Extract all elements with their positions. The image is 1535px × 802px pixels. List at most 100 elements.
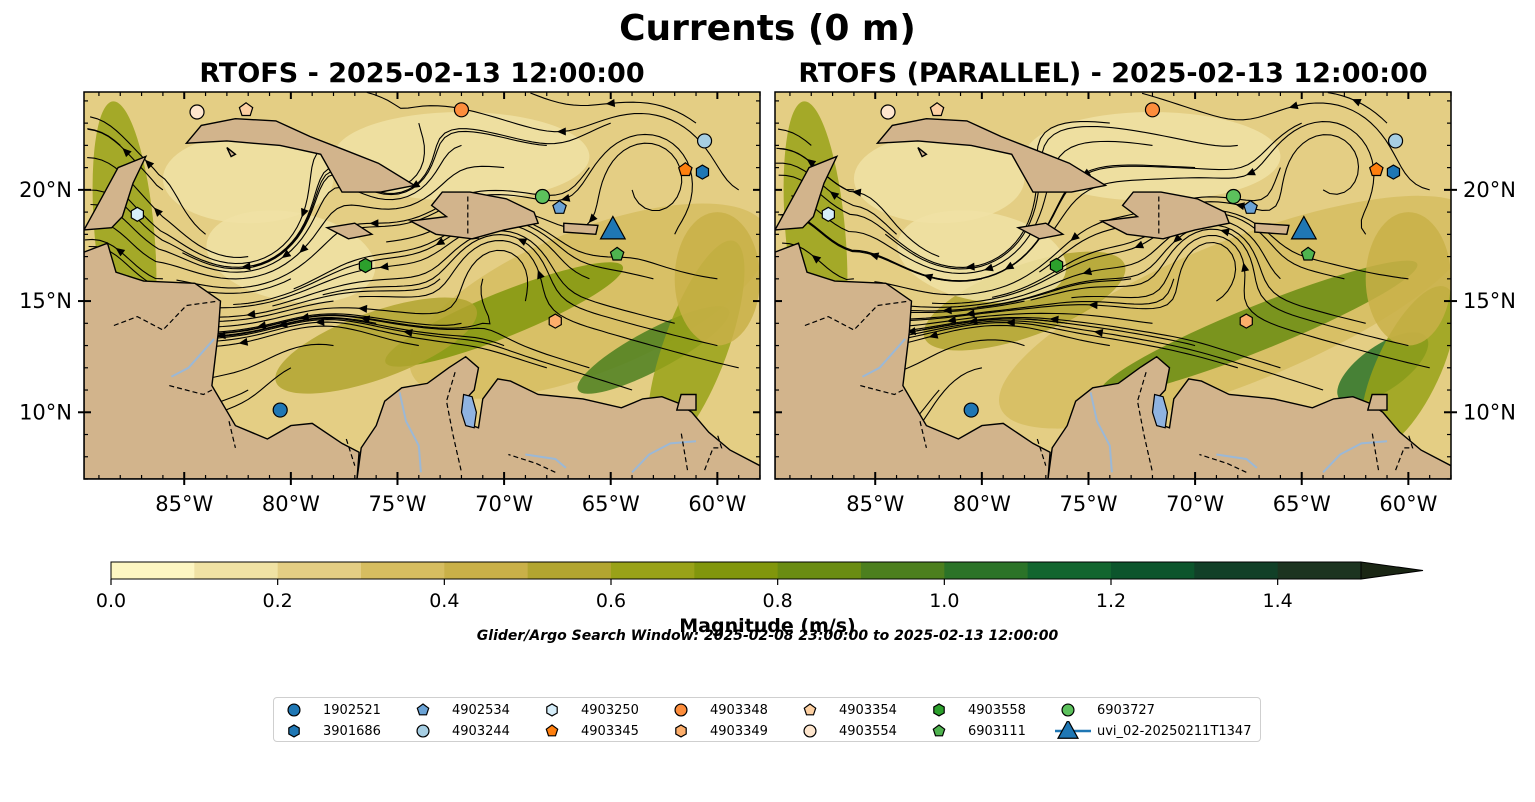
- float-marker-hexagon: [288, 724, 300, 738]
- colorbar: 0.0 0.2 0.4 0.6 0.8 1.0 1.2 1.4: [96, 561, 1424, 612]
- float-marker-hexagon: [130, 206, 144, 222]
- lon-tick-label: 65°W: [582, 492, 640, 516]
- streamline-arrow: [1235, 202, 1245, 211]
- colorbar-tick-label: 1.0: [929, 590, 959, 612]
- colorbar-segment: [361, 562, 445, 579]
- float-marker-hexagon: [821, 206, 835, 222]
- float-markers: [821, 102, 1404, 418]
- legend-marker-icon: [416, 724, 430, 738]
- streamline: [874, 167, 1281, 296]
- legend-entry: 3901686: [279, 721, 381, 741]
- float-marker-circle: [453, 102, 470, 118]
- streamline-arrow: [1173, 233, 1183, 243]
- streamline: [877, 241, 1237, 323]
- legend-entry-label: 6903111: [968, 723, 1026, 739]
- streamline-arrow: [145, 159, 155, 169]
- streamline-arrow: [301, 207, 309, 218]
- colorbar-segment: [444, 562, 529, 579]
- streamline-arrow: [851, 188, 862, 197]
- river: [170, 338, 215, 378]
- streamline-arrow: [379, 262, 389, 271]
- river: [861, 338, 906, 378]
- jamaica-island: [1015, 222, 1065, 240]
- country-border: [1395, 434, 1414, 471]
- streamline: [1141, 92, 1430, 191]
- float-marker-circle: [674, 703, 688, 717]
- float-marker-pentagon: [552, 199, 567, 214]
- central-america-landmass: [775, 242, 1051, 479]
- float-marker-pentagon: [677, 162, 693, 177]
- streamline: [194, 319, 633, 391]
- float-marker-triangle: [599, 215, 627, 240]
- country-border: [228, 421, 236, 449]
- streamline-arrow: [1004, 261, 1015, 270]
- lon-tick-label: 70°W: [1166, 492, 1224, 516]
- float-marker-pentagon: [932, 724, 946, 737]
- float-marker-circle: [287, 703, 301, 717]
- float-marker-pentagon: [416, 703, 430, 716]
- colorbar-label: Magnitude (m/s): [679, 615, 856, 637]
- streamline: [915, 122, 1302, 282]
- speed-patch: [275, 297, 477, 394]
- lat-tick-label: 15°N: [1463, 289, 1516, 313]
- country-border: [113, 300, 219, 331]
- legend-entry: uvi_02-20250211T1347: [1053, 721, 1251, 741]
- legend-entry: 4903348: [666, 700, 768, 720]
- streamline: [84, 238, 163, 280]
- legend-entry: 4903554: [795, 721, 897, 741]
- streamline-arrow: [403, 329, 413, 337]
- streamline: [173, 223, 590, 309]
- right-map-panel: 85°W 80°W 75°W 70°W 65°W 60°W 10°N 15°N 20°N: [774, 91, 1516, 516]
- colorbar-segment: [1277, 562, 1362, 579]
- streamline: [791, 140, 1153, 274]
- float-marker-hexagon: [1049, 257, 1064, 274]
- streamline: [89, 116, 206, 235]
- streamline-arrow: [299, 312, 310, 321]
- legend-entry-label: 4903554: [839, 723, 897, 739]
- hispaniola-island: [1098, 191, 1231, 240]
- country-border: [804, 300, 910, 331]
- streamline: [777, 128, 812, 146]
- float-marker-pentagon: [803, 703, 817, 716]
- lon-tick-label: 85°W: [846, 492, 904, 516]
- streamline-arrow: [1246, 167, 1256, 176]
- legend-entry-label: 6903727: [1097, 702, 1155, 718]
- search-window-note: Glider/Argo Search Window: 2025-02-08 23…: [476, 628, 1059, 644]
- colorbar-tick-label: 0.8: [763, 590, 793, 612]
- streamline-arrow: [560, 193, 571, 202]
- streamline-arrow: [122, 148, 132, 158]
- streamline-arrow: [435, 237, 446, 246]
- lon-tick-label: 75°W: [1059, 492, 1117, 516]
- streamline-arrow: [281, 249, 292, 259]
- float-marker-pentagon: [1300, 246, 1316, 261]
- float-marker-hexagon: [933, 703, 945, 717]
- colorbar-segment: [611, 562, 695, 579]
- colorbar-segment: [861, 562, 945, 579]
- right-panel-title: RTOFS (PARALLEL) - 2025-02-13 12:00:00: [798, 58, 1428, 89]
- streamline: [1071, 234, 1430, 369]
- streamline-arrow: [537, 269, 545, 280]
- float-marker-hexagon: [1239, 313, 1253, 329]
- streamline-arrow: [605, 99, 616, 107]
- streamline-arrow: [1288, 101, 1299, 110]
- colorbar-tick-label: 1.4: [1263, 590, 1293, 612]
- legend-entry-label: 1902521: [323, 702, 381, 718]
- legend-marker-icon: [932, 724, 946, 737]
- legend-entry-label: 4903558: [968, 702, 1026, 718]
- country-border: [680, 432, 689, 471]
- float-marker-circle: [696, 133, 713, 149]
- streamline-arrow: [153, 207, 163, 217]
- float-marker-pentagon: [609, 246, 625, 261]
- lon-tick-label: 80°W: [262, 492, 320, 516]
- float-marker-hexagon: [695, 164, 710, 180]
- lat-tick-label: 20°N: [1463, 178, 1516, 202]
- country-border: [919, 421, 927, 449]
- streamline: [778, 121, 1110, 268]
- legend-marker-icon: [933, 703, 945, 717]
- float-marker-pentagon: [929, 102, 945, 117]
- lon-tick-label: 60°W: [1379, 492, 1437, 516]
- streamline-arrow: [965, 309, 975, 318]
- streamline: [875, 219, 1281, 308]
- streamline-arrow: [1351, 98, 1362, 107]
- lon-tick-label: 60°W: [688, 492, 746, 516]
